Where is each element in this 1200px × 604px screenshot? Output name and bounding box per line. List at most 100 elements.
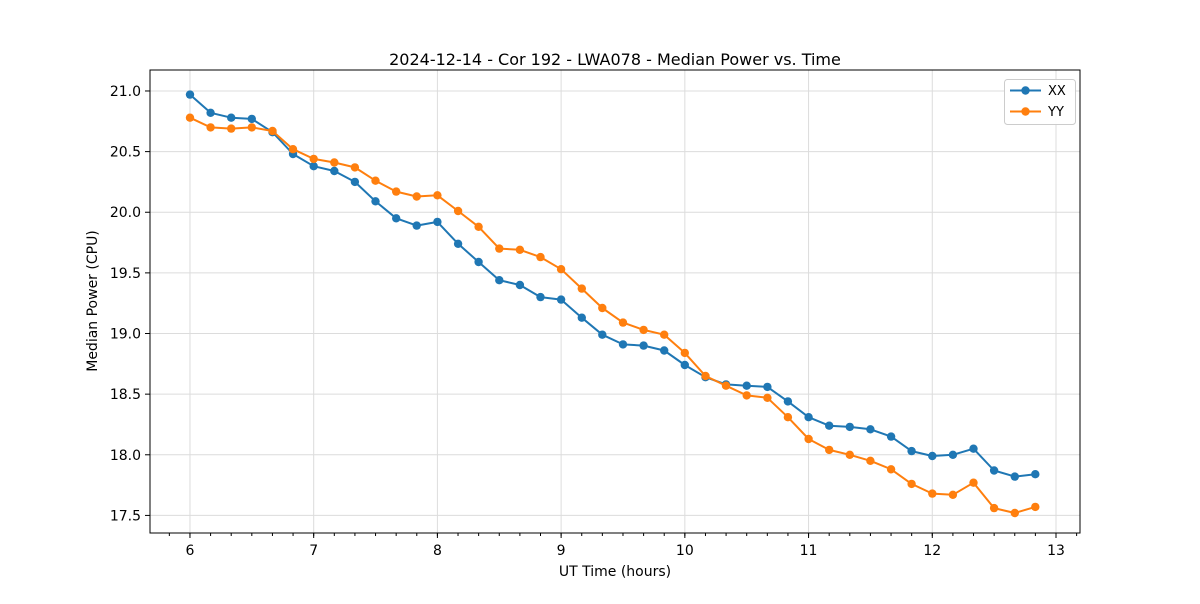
- series-xx-point: [577, 313, 586, 322]
- legend-label: XX: [1048, 84, 1066, 99]
- series-yy-point: [536, 252, 545, 262]
- series-yy-point: [515, 245, 525, 254]
- series-yy-point: [845, 450, 854, 459]
- series-xx-point: [680, 360, 689, 370]
- series-xx-point: [536, 292, 545, 302]
- series-xx-point: [1010, 472, 1019, 481]
- y-tick-label: 19.0: [110, 327, 141, 343]
- series-yy-point: [598, 303, 607, 313]
- series-yy-point: [989, 503, 999, 513]
- series-xx-point: [474, 257, 483, 267]
- y-tick-label: 17.5: [110, 508, 141, 524]
- series-xx-point: [639, 341, 648, 350]
- series-yy-point: [783, 413, 793, 422]
- axis-ticks: 6 7 8 9 10 11 12 13 17.5 18.0 18.5 19.0 19.5 20.0 20.5…: [110, 84, 1078, 559]
- series-yy-point: [206, 123, 215, 132]
- x-tick-label: 11: [800, 543, 818, 559]
- series-yy-point: [866, 456, 875, 465]
- series-yy-point: [268, 126, 277, 136]
- series-xx-point: [412, 221, 421, 230]
- series-xx-point: [886, 432, 896, 441]
- y-tick-label: 18.0: [110, 448, 141, 464]
- x-tick-label: 9: [557, 543, 566, 559]
- y-tick-label: 19.5: [110, 266, 141, 282]
- series-yy-point: [350, 163, 360, 172]
- series-xx-point: [948, 450, 958, 459]
- x-tick-label: 12: [923, 543, 941, 559]
- series-yy-point: [433, 191, 442, 200]
- series-yy-point: [309, 154, 318, 164]
- series-xx-point: [598, 330, 607, 339]
- series-xx-point: [907, 446, 916, 456]
- series-xx-point: [330, 166, 339, 176]
- series-xx-point: [928, 451, 937, 461]
- series-xx-point: [350, 177, 360, 187]
- series-xx-point: [247, 114, 256, 124]
- series-yy-point: [928, 489, 937, 498]
- series-xx-point: [1031, 470, 1040, 479]
- series-yy-point: [618, 318, 628, 327]
- series-xx-point: [309, 162, 318, 171]
- x-tick-label: 7: [309, 543, 318, 559]
- series-yy-point: [680, 348, 689, 358]
- series-yy-point: [886, 465, 896, 474]
- series-yy-point: [1031, 502, 1040, 512]
- y-tick-label: 20.0: [110, 205, 141, 221]
- legend: XX YY: [1004, 79, 1076, 125]
- series-xx-point: [804, 413, 813, 422]
- series-xx-point: [185, 90, 195, 99]
- series-yy-point: [330, 158, 339, 167]
- series-yy-point: [1010, 508, 1019, 518]
- plot-border: [149, 69, 1081, 534]
- series-xx-point: [618, 340, 628, 349]
- x-tick-label: 10: [676, 543, 694, 559]
- series-xx-point: [227, 113, 236, 122]
- chart-title: 2024-12-14 - Cor 192 - LWA078 - Median P…: [389, 50, 841, 69]
- series-yy-point: [556, 265, 566, 274]
- y-tick-label: 20.5: [110, 145, 141, 161]
- series-yy-point: [639, 325, 648, 335]
- series-yy-point: [577, 284, 586, 293]
- series-yy-point: [495, 244, 504, 253]
- series-xx-point: [206, 108, 215, 118]
- series-xx-point: [969, 444, 978, 453]
- series-xx-point: [660, 346, 669, 355]
- series-yy-point: [804, 434, 813, 444]
- series-xx-point: [989, 466, 999, 475]
- series-yy-point: [247, 123, 256, 132]
- series-yy-point: [392, 187, 401, 196]
- grid: [150, 70, 1080, 533]
- series-xx-point: [783, 397, 793, 406]
- series-xx-point: [433, 217, 442, 227]
- series-yy-point: [227, 124, 236, 133]
- series-yy-point: [453, 206, 463, 216]
- series-yy-point: [371, 176, 380, 185]
- series-yy-point: [948, 490, 958, 499]
- series-xx-point: [556, 295, 566, 304]
- series-yy-point: [660, 330, 669, 339]
- y-axis-label: Median Power (CPU): [85, 230, 101, 372]
- x-tick-label: 6: [186, 543, 195, 559]
- series-xx-point: [392, 214, 401, 223]
- legend-marker: [1021, 86, 1030, 95]
- series-yy-point: [825, 445, 834, 455]
- series-yy-point: [742, 391, 751, 400]
- series-xx-point: [495, 276, 504, 285]
- series-xx-point: [515, 280, 525, 290]
- x-tick-label: 8: [433, 543, 442, 559]
- legend-marker: [1021, 107, 1030, 116]
- series-xx-point: [866, 425, 875, 434]
- x-tick-label: 13: [1047, 543, 1065, 559]
- legend-label: YY: [1047, 105, 1064, 120]
- series-xx-point: [371, 197, 380, 206]
- series-yy-point: [474, 222, 483, 231]
- series-yy-point: [185, 113, 195, 122]
- x-axis-label: UT Time (hours): [559, 564, 671, 580]
- series-yy-point: [721, 381, 731, 390]
- series-xx-point: [825, 421, 834, 430]
- series-yy-point: [412, 192, 421, 201]
- y-tick-label: 18.5: [110, 387, 141, 403]
- series-yy-point: [907, 479, 916, 489]
